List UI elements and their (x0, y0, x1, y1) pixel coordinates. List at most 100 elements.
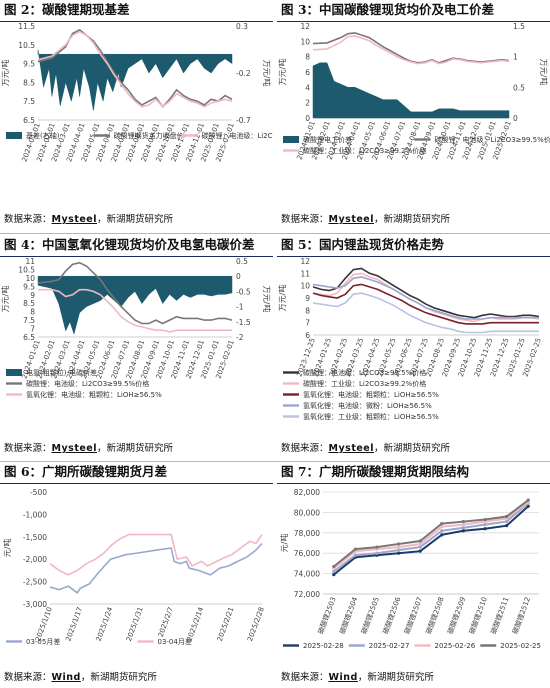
data-point (505, 524, 509, 528)
legend-label: 2025-02-28 (303, 642, 344, 650)
y-tick-label: 8 (305, 53, 310, 62)
y-tick-label: 11 (300, 269, 310, 278)
y2-tick-label: 0.5 (236, 257, 248, 266)
series-line (312, 276, 539, 320)
chart-panel-lithium-salt: 图 5：国内锂盐现货价格走势 12 11 10 9 8 7 6 万元/吨 2023-12-25 2… (277, 235, 550, 460)
data-source: 数据来源：Mysteel，新湖期货研究所 (281, 440, 450, 454)
series-line (333, 501, 529, 570)
data-source: 数据来源：Mysteel，新湖期货研究所 (4, 440, 173, 454)
data-point (397, 548, 401, 552)
source-suffix: ，新湖期货研究所 (374, 214, 451, 225)
y-tick-label: -2,000 (23, 555, 47, 564)
chart-panel-hydroxide-spread: 图 4：中国氢氧化锂现货均价及电氢电碳价差 11 10.5 10 9.5 9 8.5 8 7.… (0, 235, 273, 460)
chart-title: 图 5：国内锂盐现货价格走势 (281, 237, 445, 252)
y-tick-label: 12 (300, 22, 310, 31)
data-point (375, 551, 379, 555)
data-point (332, 564, 336, 569)
y-tick-label: 7.5 (23, 97, 35, 106)
chart-panel-basis: 图 2：碳酸锂期现基差 11.5 10.5 9.5 8.5 7.5 6.5 万元/吨 0.3 -… (0, 0, 273, 232)
data-point (418, 549, 422, 553)
legend-label: 碳酸锂：工业级：Li2CO3≥99.2%价格 (303, 379, 426, 388)
y2-tick-label: 0.5 (513, 83, 525, 92)
source-brand: Wind (328, 672, 358, 683)
series-line (312, 267, 540, 319)
y-tick-label: 7 (30, 325, 35, 334)
y-axis-label: 元/吨 (2, 539, 12, 558)
data-point (461, 526, 465, 530)
x-tick-label: 碳酸锂2503 (316, 596, 338, 636)
data-point (526, 498, 530, 502)
y-tick-label: 9.5 (23, 282, 35, 291)
chart-title: 图 6：广期所碳酸锂期货月差 (4, 464, 168, 479)
y-tick-label: 72,000 (294, 590, 320, 599)
y-axis-label: 万元/吨 (0, 286, 10, 313)
source-brand: Mysteel (328, 214, 375, 225)
y-axis-label: 万元/吨 (277, 285, 287, 312)
series-line (312, 272, 540, 323)
y-tick-label: 11 (25, 257, 35, 266)
legend-label: 基差(右轴) (26, 131, 60, 140)
y-tick-label: 8 (305, 306, 310, 315)
y2-tick-label: -1 (236, 303, 244, 312)
month-spread-chart: -500 -1,000 -1,500 -2,000 -2,500 -3,000 元/吨 202… (2, 488, 266, 646)
y-axis-label: 万元/吨 (0, 60, 10, 87)
data-point (440, 522, 444, 526)
legend-label: 03-04月差 (158, 637, 192, 646)
x-tick-label: 碳酸锂2504 (338, 595, 360, 635)
title-underline (0, 483, 273, 484)
legend-label: 碳酸锂：电池级：Li2CO3≥99.5%价格 (26, 379, 149, 388)
y-tick-label: 10.5 (18, 265, 35, 274)
y-tick-label: 0 (305, 114, 310, 123)
series-line (333, 499, 529, 568)
data-point (505, 514, 509, 519)
y-tick-label: 4 (305, 83, 310, 92)
legend-label: 电氢(粗颗粒)-电碳价差 (26, 368, 97, 377)
chart-title: 图 3：中国碳酸锂现货均价及电工价差 (281, 2, 495, 17)
y-tick-label: 12 (300, 257, 310, 266)
x-tick-label: 碳酸锂2511 (489, 596, 511, 636)
legend-label: 碳酸锂：电池级：Li2CO3≥99.5 (201, 131, 273, 140)
y-tick-label: -500 (30, 488, 47, 497)
legend-label: 碳酸锂：电池级：Li2CO3≥99.5%价格 (303, 368, 426, 377)
series-line (38, 288, 232, 333)
data-point (397, 542, 401, 546)
data-point (483, 527, 487, 531)
data-point (483, 523, 487, 527)
x-tick-label: 碳酸锂2510 (467, 596, 489, 636)
source-suffix: ，新湖期货研究所 (97, 214, 174, 225)
series-line (37, 30, 233, 108)
data-point (353, 547, 357, 551)
y2-tick-label: 0 (236, 272, 241, 281)
x-tick-label: 碳酸锂2508 (424, 596, 446, 636)
y2-tick-label: -0.7 (236, 116, 251, 125)
data-point (397, 551, 401, 555)
x-tick-label: 2025/2/28 (246, 606, 266, 642)
legend-label: 碳酸锂：工业级：Li2CO3≥99.2%价格 (303, 146, 426, 155)
y-tick-label: 7 (305, 319, 310, 328)
y-tick-label: 80,000 (294, 508, 320, 517)
title-underline (277, 256, 550, 257)
y-tick-label: 11.5 (18, 22, 35, 31)
y2-axis-label: 万元/吨 (539, 59, 549, 86)
y-tick-label: 2 (305, 99, 310, 108)
y-tick-label: 78,000 (294, 529, 320, 538)
series-area (312, 62, 510, 119)
chart-title: 图 4：中国氢氧化锂现货均价及电氢电碳价差 (4, 237, 255, 252)
title-underline (0, 256, 273, 257)
x-tick-label: 2025/2/14 (186, 605, 206, 642)
y-axis-label: 万元/吨 (277, 59, 287, 86)
series-line (312, 283, 539, 325)
y-tick-label: 8 (30, 308, 35, 317)
y2-tick-label: 1 (513, 53, 518, 62)
y-tick-label: 8.5 (23, 78, 35, 87)
data-point (526, 504, 530, 508)
y2-tick-label: -1.5 (236, 318, 251, 327)
data-point (440, 533, 444, 537)
data-point (461, 529, 465, 533)
y-tick-label: -3,000 (23, 600, 47, 609)
legend-swatch (6, 132, 22, 139)
y2-axis-label: 万元/吨 (262, 286, 272, 313)
series-line (49, 542, 263, 594)
data-source: 数据来源：Mysteel，新湖期货研究所 (4, 211, 173, 225)
chart-panel-month-spread: 图 6：广期所碳酸锂期货月差 -500 -1,000 -1,500 -2,000 -2,… (0, 462, 273, 688)
